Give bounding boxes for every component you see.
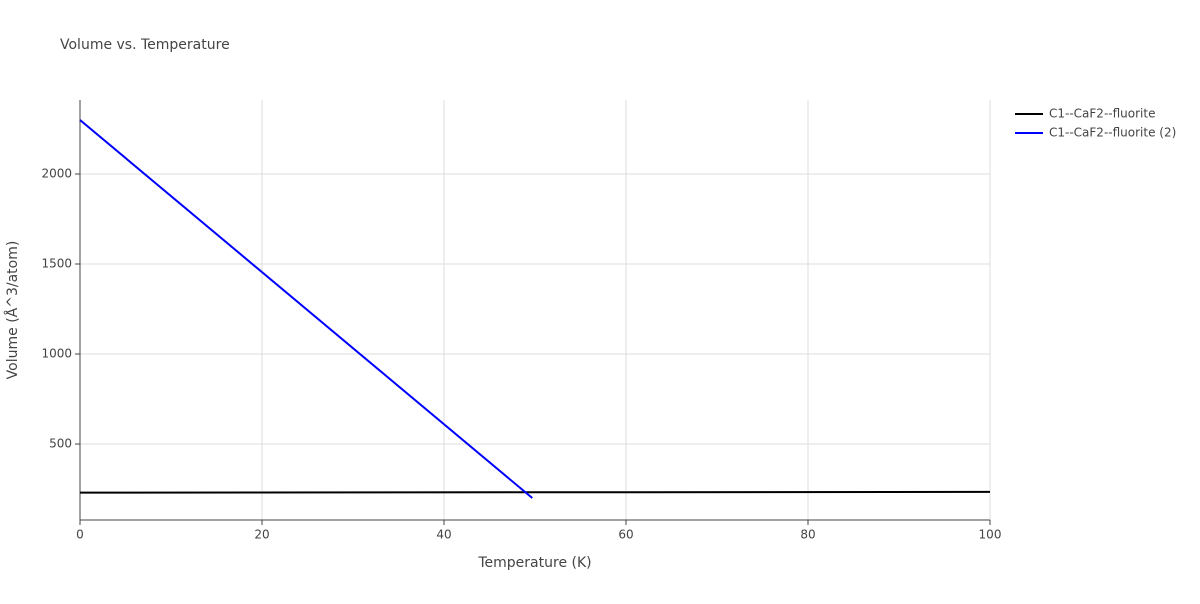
legend-label: C1--CaF2--fluorite (2) [1049, 126, 1176, 140]
y-tick-label: 1000 [41, 347, 72, 361]
data-line [79, 119, 533, 499]
x-axis-label: Temperature (K) [477, 555, 591, 571]
chart-title: Volume vs. Temperature [60, 37, 230, 53]
y-axis-label: Volume (Å^3/atom) [4, 241, 21, 380]
x-tick-label: 0 [76, 528, 84, 542]
x-tick-label: 20 [254, 528, 269, 542]
y-tick-label: 2000 [41, 166, 72, 180]
y-tick-label: 500 [49, 437, 72, 451]
x-tick-label: 100 [979, 528, 1002, 542]
y-tick-label: 1500 [41, 257, 72, 271]
x-tick-label: 40 [436, 528, 451, 542]
legend-label: C1--CaF2--fluorite [1049, 107, 1155, 121]
data-line [79, 490, 991, 494]
x-tick-label: 80 [800, 528, 815, 542]
x-tick-label: 60 [618, 528, 633, 542]
